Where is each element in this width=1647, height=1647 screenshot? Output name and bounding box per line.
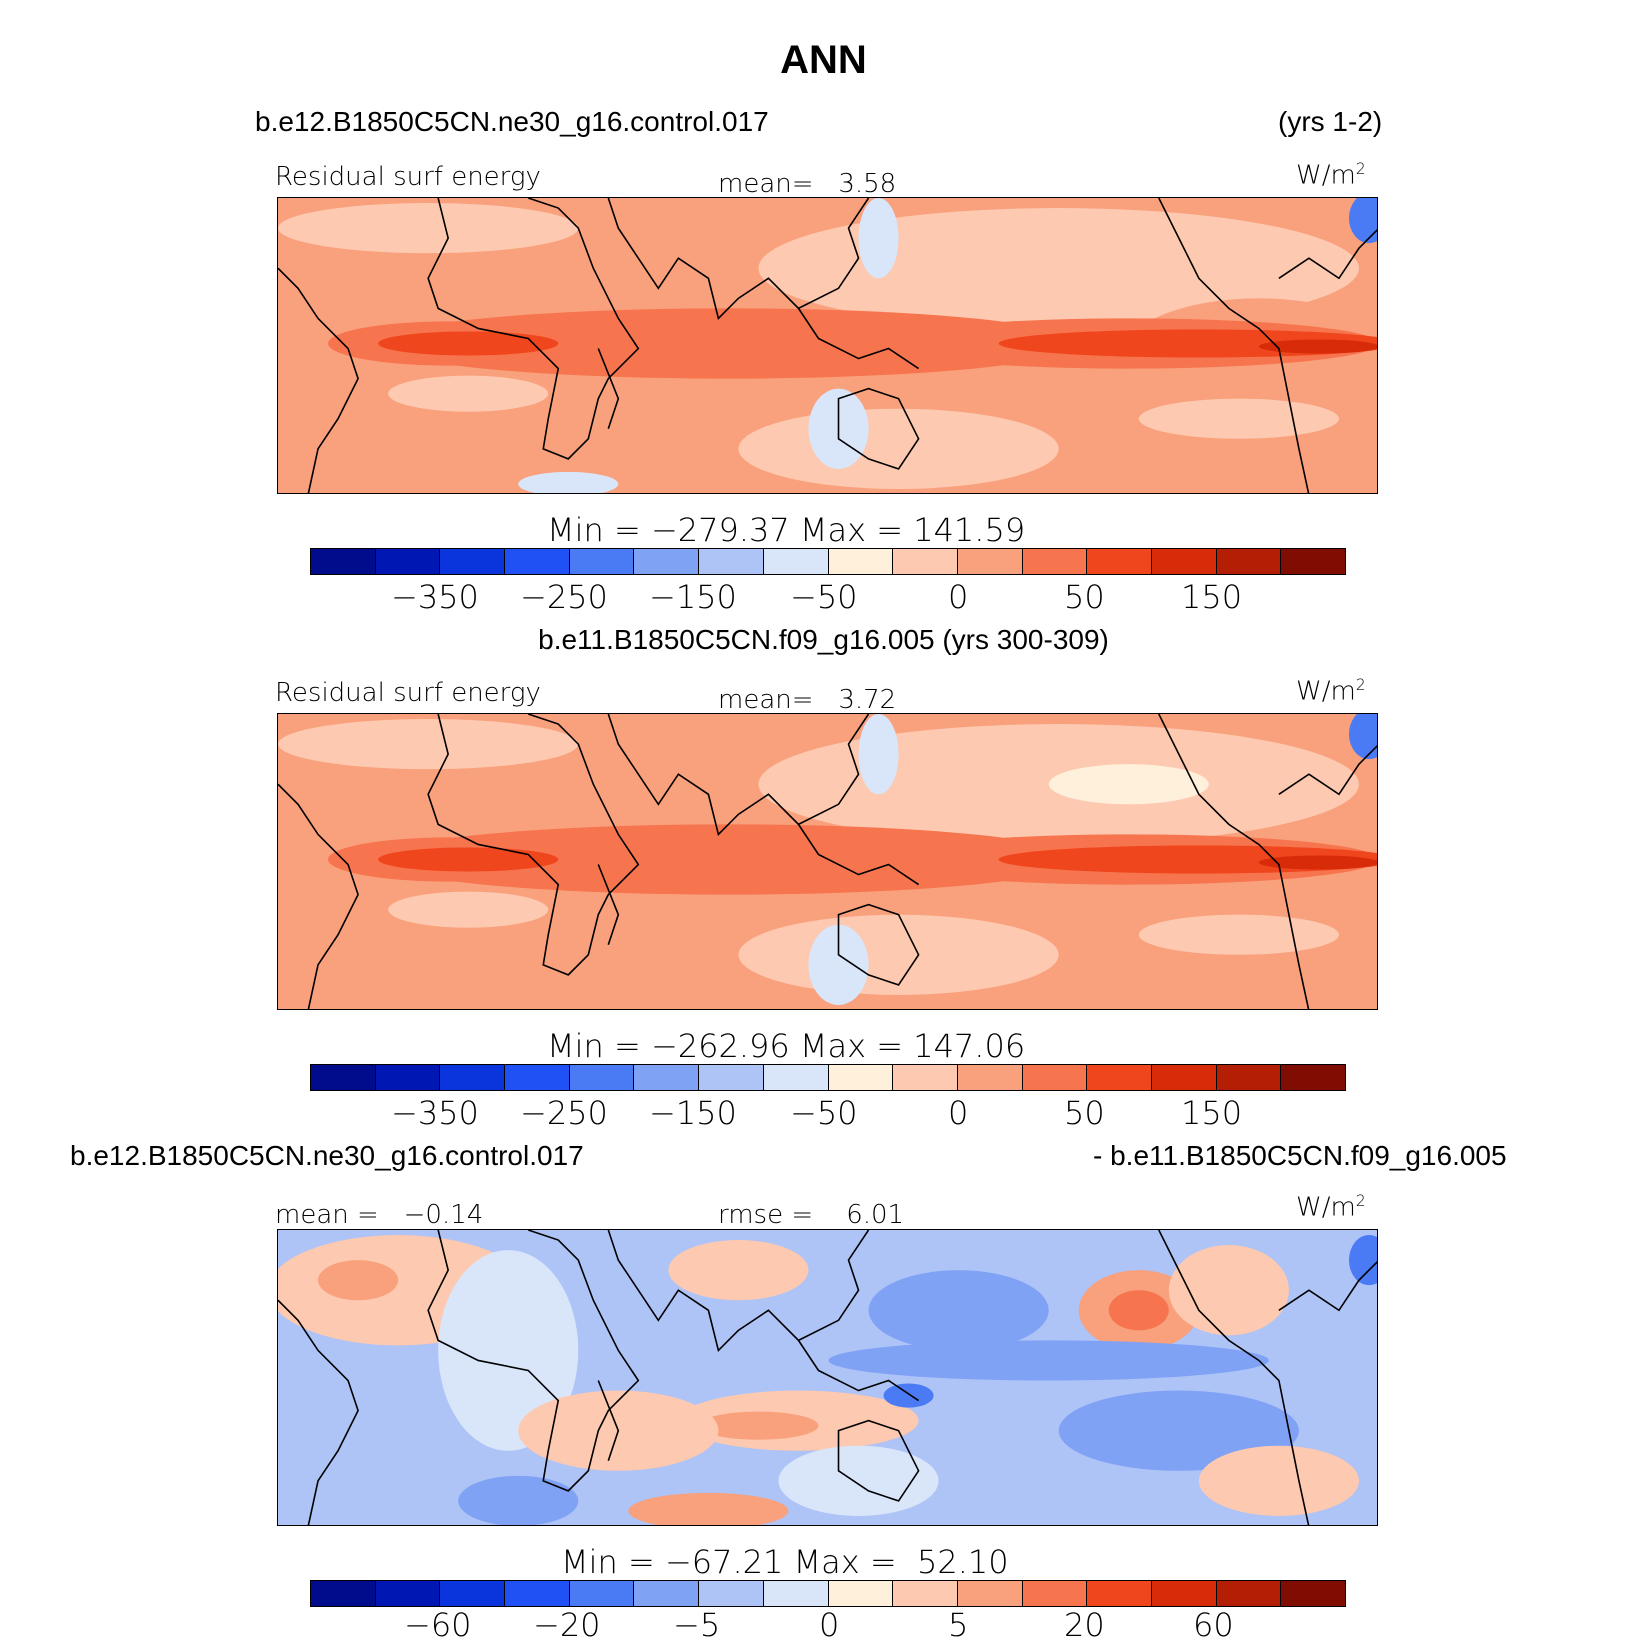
panel1-tick-label: −50 [790, 578, 858, 616]
colorbar-box-11 [957, 1065, 1023, 1090]
colorbar-box-5 [569, 549, 635, 574]
colorbar-box-2 [375, 549, 441, 574]
panel2-tick-label: −150 [649, 1094, 737, 1132]
panel2-case-name: b.e11.B1850C5CN.f09_g16.005 (yrs 300-309… [538, 624, 1109, 655]
panel3-colorbar [310, 1580, 1346, 1607]
panel3-rmse-label: rmse = 6.01 [718, 1200, 905, 1230]
colorbar-box-5 [569, 1581, 635, 1606]
colorbar-box-9 [828, 549, 894, 574]
colorbar-box-16 [1281, 549, 1345, 574]
colorbar-box-6 [634, 1065, 700, 1090]
colorbar-box-3 [440, 1065, 506, 1090]
colorbar-box-15 [1216, 1581, 1282, 1606]
colorbar-box-4 [505, 549, 570, 574]
panel3-units: W/m2 [1296, 1192, 1366, 1223]
panel2-mean-label: mean= 3.72 [718, 685, 897, 715]
panel1-tick-label: 50 [1064, 578, 1105, 616]
colorbar-box-12 [1022, 549, 1088, 574]
panel3-tick-label: 5 [948, 1606, 969, 1644]
colorbar-box-10 [893, 1065, 958, 1090]
panel3-case-name: b.e12.B1850C5CN.ne30_g16.control.017 [70, 1140, 584, 1171]
colorbar-box-14 [1151, 1581, 1217, 1606]
panel2-minmax: Min = −262.96 Max = 147.06 [547, 1027, 1026, 1065]
colorbar-box-13 [1087, 1581, 1152, 1606]
colorbar-box-3 [440, 549, 506, 574]
colorbar-box-1 [311, 549, 376, 574]
panel1-colorbar [310, 548, 1346, 575]
colorbar-box-14 [1151, 549, 1217, 574]
colorbar-box-12 [1022, 1581, 1088, 1606]
colorbar-box-14 [1151, 1065, 1217, 1090]
panel3-tick-label: 20 [1064, 1606, 1105, 1644]
colorbar-box-10 [893, 1581, 958, 1606]
panel1-tick-label: 150 [1181, 578, 1243, 616]
colorbar-box-6 [634, 549, 700, 574]
colorbar-box-15 [1216, 1065, 1282, 1090]
colorbar-box-8 [763, 1065, 829, 1090]
panel2-tick-label: −250 [520, 1094, 608, 1132]
panel1-units: W/m2 [1296, 160, 1366, 191]
panel1-tick-label: 0 [948, 578, 969, 616]
panel2-tick-label: 0 [948, 1094, 969, 1132]
figure-title: ANN [780, 38, 867, 82]
colorbar-box-8 [763, 1581, 829, 1606]
colorbar-box-1 [311, 1581, 376, 1606]
colorbar-box-11 [957, 1581, 1023, 1606]
colorbar-box-10 [893, 549, 958, 574]
panel3-tick-label: −5 [673, 1606, 721, 1644]
colorbar-box-5 [569, 1065, 635, 1090]
panel1-years: (yrs 1-2) [1278, 106, 1383, 137]
colorbar-box-2 [375, 1065, 441, 1090]
panel1-tick-label: −150 [649, 578, 737, 616]
panel3-tick-label: −60 [404, 1606, 472, 1644]
colorbar-box-7 [699, 1581, 764, 1606]
panel3-tick-label: 60 [1193, 1606, 1234, 1644]
colorbar-box-8 [763, 549, 829, 574]
panel3-mean-label: mean = −0.14 [275, 1200, 484, 1230]
colorbar-box-13 [1087, 1065, 1152, 1090]
panel1-map [277, 197, 1378, 494]
colorbar-box-2 [375, 1581, 441, 1606]
colorbar-box-1 [311, 1065, 376, 1090]
colorbar-box-12 [1022, 1065, 1088, 1090]
panel3-minmax: Min = −67.21 Max = 52.10 [561, 1543, 1009, 1581]
panel1-tick-label: −350 [391, 578, 479, 616]
colorbar-box-3 [440, 1581, 506, 1606]
panel1-minmax: Min = −279.37 Max = 141.59 [547, 511, 1026, 549]
panel3-map [277, 1229, 1378, 1526]
panel2-tick-label: −50 [790, 1094, 858, 1132]
panel3-case-subtracted: - b.e11.B1850C5CN.f09_g16.005 [1093, 1140, 1507, 1171]
panel3-tick-label: −20 [533, 1606, 601, 1644]
panel2-tick-label: −350 [391, 1094, 479, 1132]
panel2-colorbar [310, 1064, 1346, 1091]
panel1-case-name: b.e12.B1850C5CN.ne30_g16.control.017 [255, 106, 769, 137]
panel2-tick-label: 150 [1181, 1094, 1243, 1132]
panel1-mean-label: mean= 3.58 [718, 169, 897, 199]
panel1-variable-label: Residual surf energy [275, 162, 541, 192]
panel2-variable-label: Residual surf energy [275, 678, 541, 708]
panel2-map [277, 713, 1378, 1010]
colorbar-box-9 [828, 1581, 894, 1606]
panel3-tick-label: 0 [819, 1606, 840, 1644]
panel2-tick-label: 50 [1064, 1094, 1105, 1132]
colorbar-box-7 [699, 1065, 764, 1090]
colorbar-box-13 [1087, 549, 1152, 574]
panel1-tick-label: −250 [520, 578, 608, 616]
colorbar-box-6 [634, 1581, 700, 1606]
colorbar-box-4 [505, 1065, 570, 1090]
colorbar-box-4 [505, 1581, 570, 1606]
colorbar-box-16 [1281, 1581, 1345, 1606]
colorbar-box-7 [699, 549, 764, 574]
colorbar-box-9 [828, 1065, 894, 1090]
colorbar-box-11 [957, 549, 1023, 574]
colorbar-box-15 [1216, 549, 1282, 574]
colorbar-box-16 [1281, 1065, 1345, 1090]
panel2-units: W/m2 [1296, 676, 1366, 707]
